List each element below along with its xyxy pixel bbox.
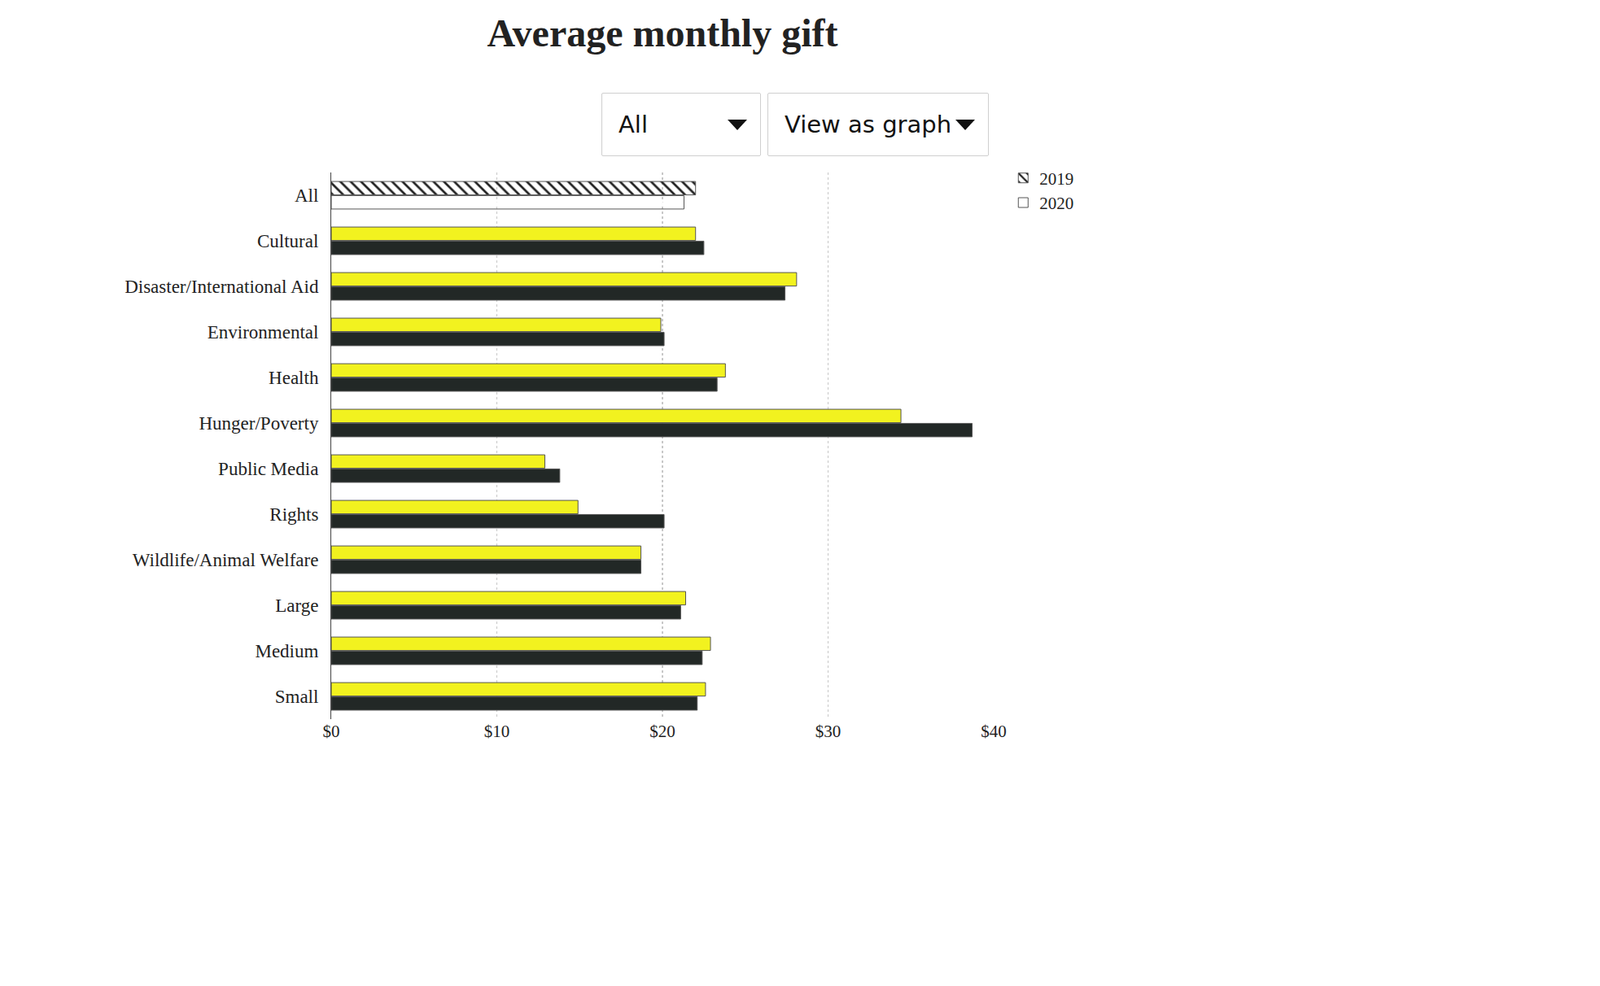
svg-text:$30: $30 <box>815 721 842 742</box>
svg-text:$20: $20 <box>649 721 676 742</box>
svg-text:Health: Health <box>268 367 320 389</box>
svg-text:Medium: Medium <box>254 641 319 662</box>
html-text:View as graph: View as graph <box>784 110 952 139</box>
svg-text:$0: $0 <box>323 721 341 742</box>
svg-text:Disaster/International Aid: Disaster/International Aid <box>124 276 320 298</box>
svg-text:Wildlife/Animal Welfare: Wildlife/Animal Welfare <box>132 550 320 571</box>
svg-text:All: All <box>294 185 319 206</box>
svg-text:$10: $10 <box>484 721 511 742</box>
svg-text:$40: $40 <box>980 721 1007 742</box>
svg-text:Environmental: Environmental <box>207 322 320 343</box>
svg-text:Large: Large <box>275 595 319 617</box>
svg-text:Rights: Rights <box>269 504 319 525</box>
svg-text:Hunger/Poverty: Hunger/Poverty <box>198 413 319 434</box>
svg-text:2020: 2020 <box>1039 193 1074 214</box>
svg-text:Average monthly gift: Average monthly gift <box>486 11 838 55</box>
svg-text:Public Media: Public Media <box>218 459 319 480</box>
svg-text:2019: 2019 <box>1039 169 1074 189</box>
html-text:All: All <box>618 110 648 139</box>
svg-text:Cultural: Cultural <box>257 231 319 252</box>
svg-text:Small: Small <box>275 686 320 708</box>
